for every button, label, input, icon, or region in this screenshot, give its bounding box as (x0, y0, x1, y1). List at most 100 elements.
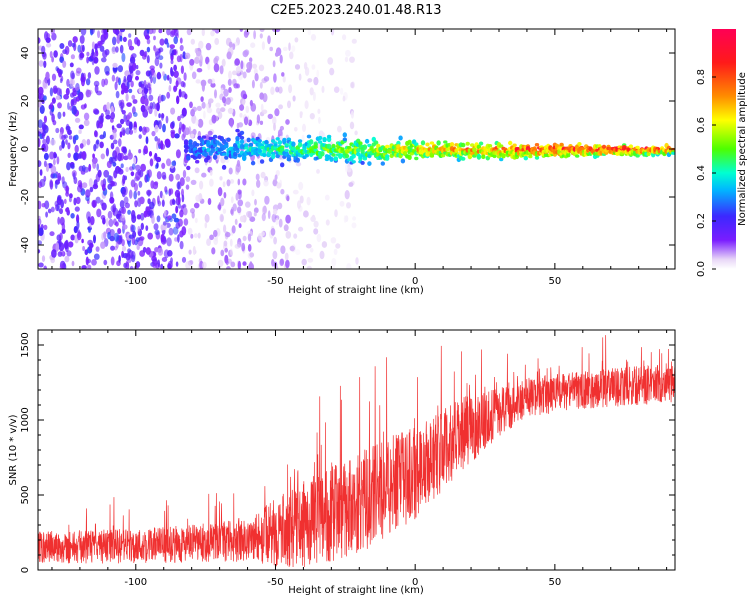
heatmap-cell (151, 130, 156, 137)
heatmap-cell (249, 99, 253, 107)
heatmap-cell (110, 105, 115, 114)
heatmap-cell (50, 29, 55, 36)
heatmap-cell (166, 42, 170, 48)
heatmap-cell (566, 152, 571, 158)
heatmap-cell (106, 101, 111, 111)
heatmap-cell (280, 162, 285, 168)
heatmap-cell (212, 29, 218, 32)
heatmap-cell (39, 169, 43, 176)
heatmap-cell (358, 141, 363, 146)
heatmap-cell (59, 232, 63, 241)
heatmap-cell (407, 139, 412, 145)
heatmap-cell (250, 42, 256, 48)
heatmap-cell (176, 95, 180, 105)
heatmap-cell (195, 79, 201, 84)
heatmap-cell (258, 233, 263, 241)
heatmap-cell (92, 183, 99, 190)
heatmap-cell (130, 70, 134, 79)
heatmap-cell (280, 188, 285, 195)
heatmap-cell (232, 70, 237, 76)
heatmap-cell (287, 100, 291, 109)
heatmap-cell (154, 229, 160, 236)
heatmap-cell (246, 137, 251, 143)
heatmap-cell (96, 208, 102, 218)
heatmap-cell (71, 72, 75, 80)
heatmap-cell (272, 208, 278, 215)
heatmap-cell (316, 233, 322, 243)
heatmap-cell (38, 181, 43, 189)
heatmap-cell (59, 78, 63, 84)
heatmap-cell (90, 216, 95, 226)
heatmap-cell (153, 223, 159, 231)
heatmap-cell (43, 265, 47, 269)
heatmap-cell (179, 209, 184, 218)
heatmap-cell (171, 213, 177, 219)
heatmap-cell (192, 106, 197, 113)
x-tick-label: 50 (548, 577, 561, 588)
heatmap-cell (59, 43, 65, 49)
colorbar-ticks: 0.0 0.2 0.4 0.6 0.8 (696, 69, 716, 277)
heatmap-cell (487, 144, 493, 148)
heatmap-cell (237, 241, 242, 248)
heatmap-cell (151, 29, 156, 34)
heatmap-cell (122, 146, 127, 154)
heatmap-cell (182, 82, 186, 88)
heatmap-cell (273, 73, 277, 83)
heatmap-cell (206, 155, 211, 160)
heatmap-cell (299, 195, 304, 204)
heatmap-cell (134, 200, 138, 208)
heatmap-cell (166, 158, 171, 167)
heatmap-cell (110, 256, 115, 266)
heatmap-cell (196, 51, 202, 61)
heatmap-cell (271, 153, 276, 160)
heatmap-cell (100, 153, 106, 160)
heatmap-cell (50, 102, 54, 110)
heatmap-cell (156, 171, 162, 180)
heatmap-cell (193, 233, 198, 239)
heatmap-cell (303, 62, 308, 70)
heatmap-cell (100, 241, 106, 249)
heatmap-cell (103, 259, 108, 266)
heatmap-cell (166, 91, 171, 99)
heatmap-cell (429, 141, 435, 145)
heatmap-cell (232, 203, 237, 212)
heatmap-cell (144, 97, 149, 107)
heatmap-cell (628, 144, 634, 149)
heatmap-cell (87, 264, 92, 269)
heatmap-cell (321, 241, 328, 248)
x-tick-label: 50 (548, 276, 561, 287)
heatmap-cell (470, 143, 475, 147)
heatmap-cell (116, 34, 121, 45)
heatmap-cell (284, 149, 289, 153)
heatmap-cell (81, 182, 88, 189)
heatmap-cell (121, 127, 126, 136)
heatmap-cell (115, 90, 120, 99)
heatmap-cell (157, 200, 162, 207)
heatmap-cell (302, 123, 306, 132)
heatmap-cell (113, 139, 118, 145)
heatmap-cell (122, 36, 127, 43)
heatmap-cell (161, 199, 165, 207)
heatmap-cell (180, 91, 187, 98)
heatmap-cell (321, 85, 325, 93)
colorbar-tick-label: 0.6 (696, 117, 707, 133)
heatmap-cell (250, 160, 256, 166)
heatmap-cell (125, 252, 131, 261)
heatmap-cell (79, 50, 83, 59)
heatmap-cell (221, 152, 227, 156)
heatmap-cell (259, 33, 263, 39)
heatmap-cell (275, 137, 280, 141)
heatmap-cell (349, 56, 355, 63)
heatmap-cell (281, 72, 285, 77)
heatmap-cell (167, 263, 172, 269)
heatmap-cell (94, 66, 100, 75)
heatmap-panel: -100 -50 0 50 -40 -20 0 20 40 Height of straight… (8, 28, 676, 296)
heatmap-cell (245, 201, 251, 208)
heatmap-cell (334, 209, 338, 218)
heatmap-cell (78, 91, 84, 101)
heatmap-cell (209, 178, 214, 187)
heatmap-cell (85, 189, 91, 198)
heatmap-cell (121, 52, 126, 63)
heatmap-cell (127, 209, 131, 215)
heatmap-cell (278, 104, 283, 110)
